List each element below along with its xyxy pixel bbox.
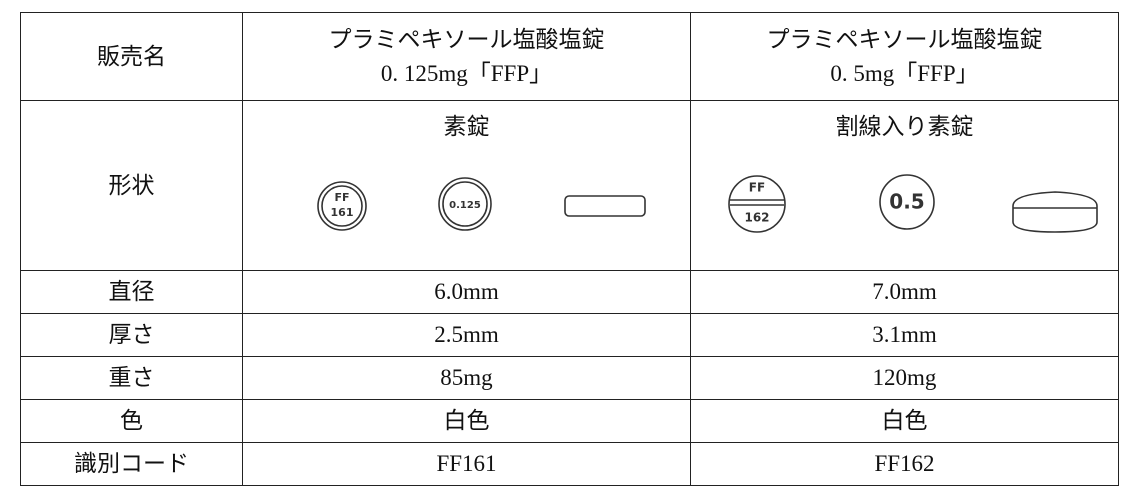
row-label: 重さ — [20, 356, 243, 400]
row-label: 直径 — [20, 270, 243, 314]
product-name: プラミペキソール塩酸塩錠 — [328, 26, 605, 52]
shape-type: 割線入り素錠 — [835, 113, 974, 139]
value-cell: 白色 — [242, 399, 691, 443]
product-name: プラミペキソール塩酸塩錠 — [766, 26, 1043, 52]
spec-row: 色白色 白色 — [20, 399, 1119, 443]
header-cell: プラミペキソール塩酸塩錠 0. 5mg「FFP」 — [690, 12, 1119, 101]
row-label: 識別コード — [20, 442, 243, 486]
header-cell: プラミペキソール塩酸塩錠 0. 125mg「FFP」 — [242, 12, 691, 101]
value-cell: 7.0mm — [690, 270, 1119, 314]
row-label: 形状 — [20, 100, 243, 271]
value-cell: 120mg — [690, 356, 1119, 400]
value-cell: FF162 — [690, 442, 1119, 486]
imprint: 0.5 — [889, 189, 924, 213]
shape-cell: 割線入り素錠 FF 162 0.5 — [690, 100, 1119, 271]
spec-row: 識別コード FF161 FF162 — [20, 442, 1119, 486]
pill-images: FF 162 0.5 — [727, 173, 1098, 233]
value-cell: 3.1mm — [690, 313, 1119, 357]
shape-type: 素錠 — [443, 113, 490, 139]
imprint: 161 — [330, 206, 353, 219]
row-label: 厚さ — [20, 313, 243, 357]
value-cell: 85mg — [242, 356, 691, 400]
header-cell: 販売名 — [20, 12, 243, 101]
row-label: 色 — [20, 399, 243, 443]
imprint: FF — [334, 191, 349, 204]
value-cell: FF161 — [242, 442, 691, 486]
pill-images: FF 161 0.125 — [316, 176, 646, 231]
product-dose: 0. 5mg「FFP」 — [830, 60, 979, 86]
imprint: 0.125 — [449, 200, 481, 211]
spec-table: 販売名 プラミペキソール塩酸塩錠 0. 125mg「FFP」 プラミペキソール塩酸… — [20, 12, 1119, 486]
spec-row: 厚さ 2.5mm 3.1mm — [20, 313, 1119, 357]
value-cell: 2.5mm — [242, 313, 691, 357]
imprint: FF — [748, 180, 764, 194]
imprint: 162 — [744, 210, 769, 224]
product-dose: 0. 125mg「FFP」 — [380, 60, 553, 86]
shape-cell: 素錠 FF 161 0.125 — [242, 100, 691, 271]
value-cell: 6.0mm — [242, 270, 691, 314]
spec-row: 重さ 85mg 120mg — [20, 356, 1119, 400]
spec-row: 直径 6.0mm 7.0mm — [20, 270, 1119, 314]
value-cell: 白色 — [690, 399, 1119, 443]
